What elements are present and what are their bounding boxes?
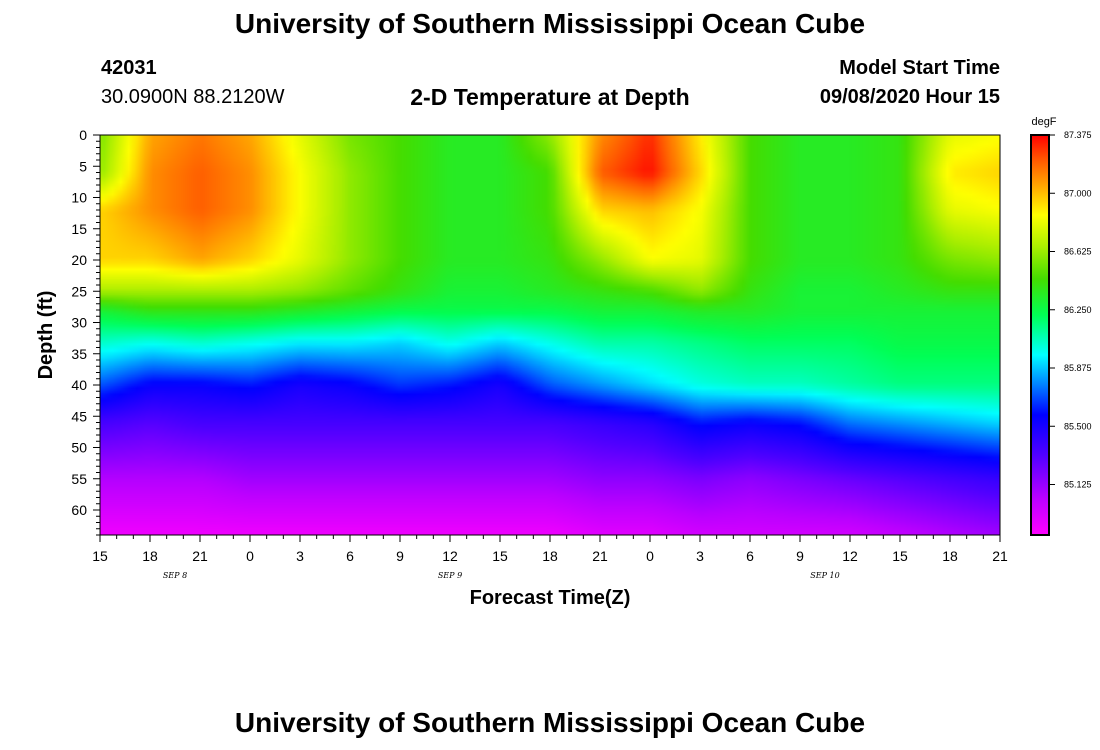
x-tick-label: 9 [796,548,804,564]
x-tick-label: 0 [646,548,654,564]
colorbar-unit: degF [1031,116,1056,128]
y-tick-label: 0 [79,127,87,143]
x-axis-title: Forecast Time(Z) [470,587,631,609]
colorbar-ramp [1030,134,1050,536]
date-label: SEP 8 [163,571,187,580]
station-id: 42031 [101,57,157,79]
y-tick-label: 55 [71,471,87,487]
x-tick-label: 15 [92,548,108,564]
y-axis-title: Depth (ft) [35,291,57,380]
colorbar-label: 87.000 [1064,188,1092,198]
top-title: University of Southern Mississippi Ocean… [234,8,866,39]
y-tick-label: 45 [71,408,87,424]
colorbar-label: 87.375 [1064,130,1092,140]
y-tick-label: 30 [71,315,87,331]
colorbar-label: 86.625 [1064,247,1092,257]
y-tick-label: 50 [71,440,87,456]
x-axis: 15 18 21 0 3 6 9 12 15 18 21 0 3 6 9 12 15 18 21 [92,535,1008,564]
date-labels: SEP 8 SEP 9 SEP 10 [163,571,840,580]
x-tick-label: 0 [246,548,254,564]
date-label: SEP 10 [810,571,839,580]
y-tick-label: 5 [79,158,87,174]
date-label: SEP 9 [438,571,462,580]
colorbar-label: 85.125 [1064,480,1092,490]
x-tick-label: 21 [992,548,1008,564]
station-location: 30.0900N 88.2120W [101,86,285,108]
x-tick-label: 15 [492,548,508,564]
y-tick-label: 20 [71,252,87,268]
x-tick-label: 6 [746,548,754,564]
y-tick-label: 60 [71,502,87,518]
chart-subtitle: 2-D Temperature at Depth [410,84,690,110]
y-tick-label: 40 [71,377,87,393]
x-tick-label: 18 [942,548,958,564]
x-tick-label: 12 [442,548,458,564]
x-tick-label: 9 [396,548,404,564]
x-tick-label: 18 [142,548,158,564]
x-tick-label: 12 [842,548,858,564]
model-start-label: Model Start Time [839,57,1000,79]
y-tick-label: 35 [71,346,87,362]
bottom-title: University of Southern Mississippi Ocean… [234,707,866,738]
colorbar: degF 87.375 87.000 86.625 86.250 85.875 85.50… [1030,116,1092,536]
x-tick-label: 6 [346,548,354,564]
colorbar-label: 85.500 [1064,421,1092,431]
model-start-value: 09/08/2020 Hour 15 [819,86,1000,108]
y-axis: 0 5 10 15 20 25 30 35 40 45 50 55 60 [71,127,100,536]
x-tick-label: 21 [192,548,208,564]
x-tick-label: 3 [696,548,704,564]
colorbar-label: 86.250 [1064,305,1092,315]
x-tick-label: 3 [296,548,304,564]
heatmap-plot [100,135,1000,535]
x-tick-label: 21 [592,548,608,564]
y-tick-label: 25 [71,283,87,299]
x-tick-label: 15 [892,548,908,564]
colorbar-label: 85.875 [1064,363,1092,373]
y-tick-label: 15 [71,221,87,237]
x-tick-label: 18 [542,548,558,564]
y-tick-label: 10 [71,190,87,206]
